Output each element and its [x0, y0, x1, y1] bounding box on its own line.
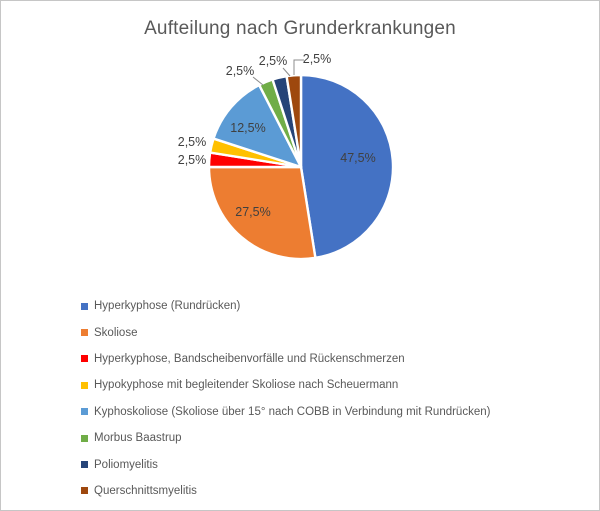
legend-label: Hyperkyphose (Rundrücken)	[94, 300, 241, 313]
legend-swatch	[81, 329, 88, 337]
legend-item-2: Skoliose	[81, 319, 490, 345]
data-label-7: 2,5%	[259, 54, 288, 68]
data-label-1: 47,5%	[340, 151, 375, 165]
legend-label: Hypokyphose mit begleitender Skoliose na…	[94, 379, 399, 392]
legend-label: Poliomyelitis	[94, 458, 158, 471]
legend-swatch	[81, 434, 88, 442]
legend-label: Hyperkyphose, Bandscheibenvorfälle und R…	[94, 352, 405, 365]
legend-item-4: Hypokyphose mit begleitender Skoliose na…	[81, 372, 490, 398]
legend-swatch	[81, 302, 88, 310]
data-label-6: 2,5%	[226, 64, 255, 78]
legend-label: Morbus Baastrup	[94, 432, 182, 445]
data-label-5: 12,5%	[230, 121, 265, 135]
legend-item-6: Morbus Baastrup	[81, 425, 490, 451]
legend-label: Skoliose	[94, 326, 138, 339]
legend-swatch	[81, 461, 88, 469]
legend-item-3: Hyperkyphose, Bandscheibenvorfälle und R…	[81, 346, 490, 372]
legend-swatch	[81, 381, 88, 389]
legend-label: Querschnittsmyelitis	[94, 484, 197, 497]
pie-slice-8	[285, 73, 303, 169]
legend-item-7: Poliomyelitis	[81, 451, 490, 477]
pie-slice-5	[212, 83, 303, 169]
legend-item-8: Querschnittsmyelitis	[81, 478, 490, 504]
data-label-3: 2,5%	[178, 153, 207, 167]
pie-slice-1	[299, 73, 395, 260]
legend: Hyperkyphose (Rundrücken) Skoliose Hyperky…	[81, 293, 490, 504]
chart-title: Aufteilung nach Grunderkrankungen	[144, 18, 456, 39]
legend-swatch	[81, 408, 88, 416]
pie-slice-2	[207, 165, 317, 261]
data-label-2: 27,5%	[235, 205, 270, 219]
legend-label: Kyphoskoliose (Skoliose über 15° nach CO…	[94, 405, 491, 418]
data-label-8: 2,5%	[303, 52, 332, 66]
label-leader-line	[293, 59, 304, 75]
legend-swatch	[81, 487, 88, 495]
legend-item-1: Hyperkyphose (Rundrücken)	[81, 293, 490, 319]
legend-item-5: Kyphoskoliose (Skoliose über 15° nach CO…	[81, 399, 490, 425]
legend-swatch	[81, 355, 88, 363]
data-label-4: 2,5%	[178, 135, 207, 149]
pie-chart: 47,5% 27,5% 2,5% 2,5% 12,5% 2,5% 2,5% 2,5%	[178, 52, 395, 261]
label-leader-line	[252, 76, 264, 86]
label-leader-line	[282, 67, 291, 77]
